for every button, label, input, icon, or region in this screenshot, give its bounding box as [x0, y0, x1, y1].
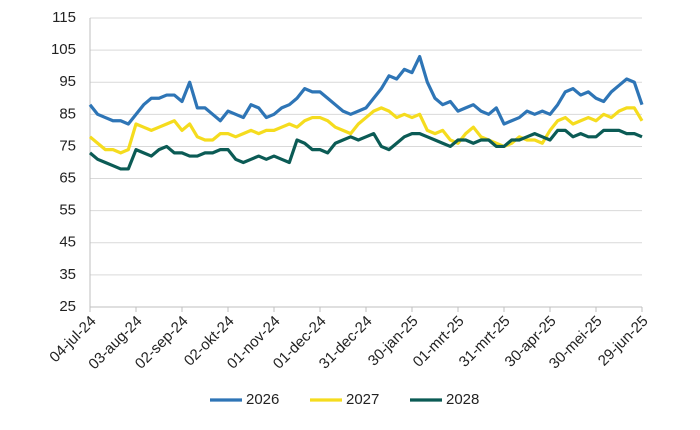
y-tick-label: 35 [59, 266, 76, 283]
series-line [88, 106, 644, 155]
series-line [88, 54, 644, 126]
y-tick-label: 95 [59, 73, 76, 90]
y-tick-label: 55 [59, 202, 76, 219]
legend-label: 2028 [446, 391, 479, 408]
y-tick-label: 25 [59, 298, 76, 315]
y-tick-label: 85 [59, 105, 76, 122]
y-tick-label: 65 [59, 170, 76, 187]
y-tick-label: 115 [52, 9, 76, 26]
y-tick-label: 105 [51, 41, 76, 58]
legend-label: 2026 [246, 391, 279, 408]
y-tick-label: 45 [59, 234, 76, 251]
y-tick-label: 75 [59, 137, 76, 154]
legend-label: 2027 [346, 391, 379, 408]
x-tick-label: 29-jun-25 [595, 313, 652, 370]
series-line [88, 128, 643, 171]
